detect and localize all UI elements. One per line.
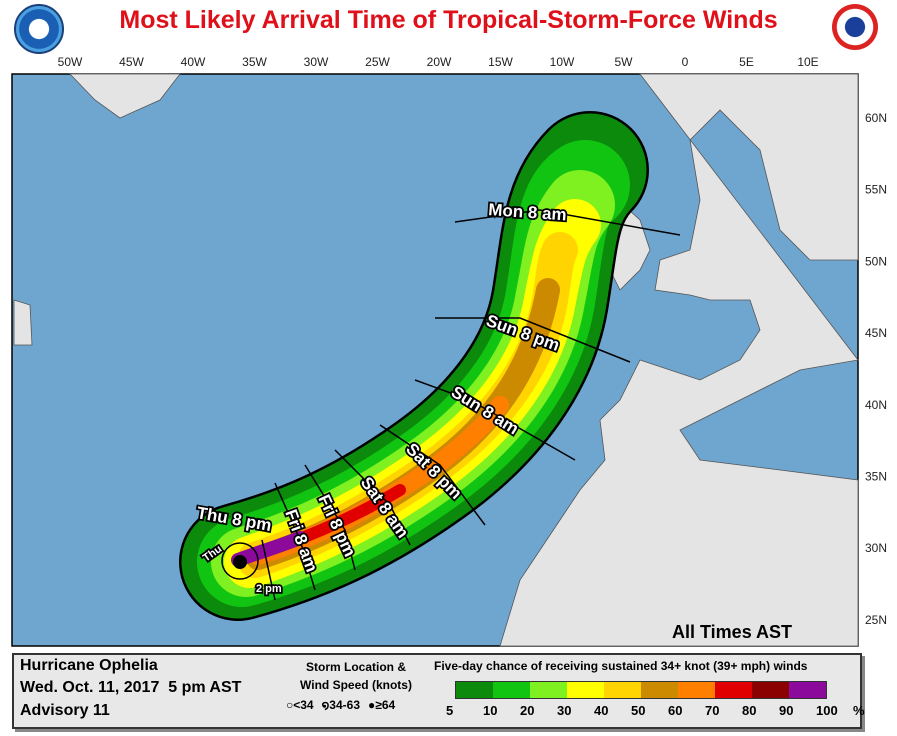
colorbar-tick: 40	[594, 703, 609, 718]
lon-label: 30W	[304, 55, 329, 69]
lat-label: 45N	[865, 326, 887, 340]
colorbar-swatch	[641, 682, 678, 698]
storm-legend-subtitle: Wind Speed (knots)	[300, 678, 412, 692]
colorbar-swatch	[567, 682, 604, 698]
storm-legend-title: Storm Location &	[305, 660, 406, 674]
forecast-map: Mon 8 am Sun 8 pm Sun 8 am Sat 8 pm Sat …	[11, 55, 887, 647]
lon-label: 25W	[365, 55, 390, 69]
advisory-number: Advisory 11	[20, 702, 110, 719]
colorbar-tick: 100	[816, 703, 838, 718]
colorbar-swatch	[789, 682, 826, 698]
lon-label: 5E	[739, 55, 754, 69]
lon-label: 0	[682, 55, 689, 69]
lon-label: 50W	[58, 55, 83, 69]
lon-label: 20W	[427, 55, 452, 69]
colorbar-tick: 5	[446, 703, 454, 718]
probability-ticks: 5 10 20 30 40 50 60 70 80 90 100%	[446, 703, 890, 718]
colorbar-swatch	[456, 682, 493, 698]
storm-34-63-icon: ໑34-63	[321, 698, 360, 712]
lon-label: 45W	[119, 55, 144, 69]
lat-label: 50N	[865, 254, 887, 268]
colorbar-tick: 50	[631, 703, 646, 718]
colorbar-tick: 60	[668, 703, 683, 718]
page-title: Most Likely Arrival Time of Tropical-Sto…	[119, 6, 778, 34]
legend-panel: Hurricane Ophelia Wed. Oct. 11, 2017 5 p…	[12, 653, 865, 729]
colorbar-swatch	[493, 682, 530, 698]
lat-label: 30N	[865, 541, 887, 555]
isochrone-lines	[221, 209, 681, 601]
colorbar-swatch	[678, 682, 715, 698]
storm-name: Hurricane Ophelia	[20, 657, 158, 674]
probability-colorbar	[455, 681, 827, 699]
storm-64-plus-icon: ●≥64	[368, 698, 396, 712]
colorbar-tick: 90	[779, 703, 794, 718]
colorbar-tick: 10	[483, 703, 498, 718]
lat-label: 35N	[865, 470, 887, 484]
lon-label: 5W	[615, 55, 634, 69]
colorbar-swatch	[530, 682, 567, 698]
storm-below-34-icon: ○<34	[286, 698, 314, 712]
probability-swath	[179, 111, 649, 621]
colorbar-tick: 70	[705, 703, 720, 718]
lon-label: 10E	[797, 55, 818, 69]
colorbar-unit: %	[853, 703, 865, 718]
label-2pm: 2 pm	[256, 583, 282, 595]
longitude-labels: 50W 45W 40W 35W 30W 25W 20W 15W 10W 5W 0 5E 10E	[58, 55, 819, 69]
colorbar-swatch	[715, 682, 752, 698]
lon-label: 10W	[550, 55, 575, 69]
colorbar-tick: 30	[557, 703, 572, 718]
lat-label: 40N	[865, 398, 887, 412]
lon-label: 15W	[488, 55, 513, 69]
advisory-date: Wed. Oct. 11, 2017 5 pm AST	[20, 679, 242, 696]
lat-label: 25N	[865, 613, 887, 627]
lon-label: 35W	[242, 55, 267, 69]
nws-logo	[832, 4, 878, 50]
colorbar-tick: 20	[520, 703, 535, 718]
latitude-labels: 60N 55N 50N 45N 40N 35N 30N 25N	[865, 111, 887, 627]
colorbar-swatch	[604, 682, 641, 698]
probability-legend-title: Five-day chance of receiving sustained 3…	[434, 659, 808, 673]
times-note: All Times AST	[672, 622, 792, 642]
storm-location-icon	[233, 555, 247, 569]
lat-label: 55N	[865, 183, 887, 197]
lat-label: 60N	[865, 111, 887, 125]
colorbar-tick: 80	[742, 703, 757, 718]
noaa-logo	[14, 4, 64, 54]
lon-label: 40W	[181, 55, 206, 69]
colorbar-swatch	[752, 682, 789, 698]
